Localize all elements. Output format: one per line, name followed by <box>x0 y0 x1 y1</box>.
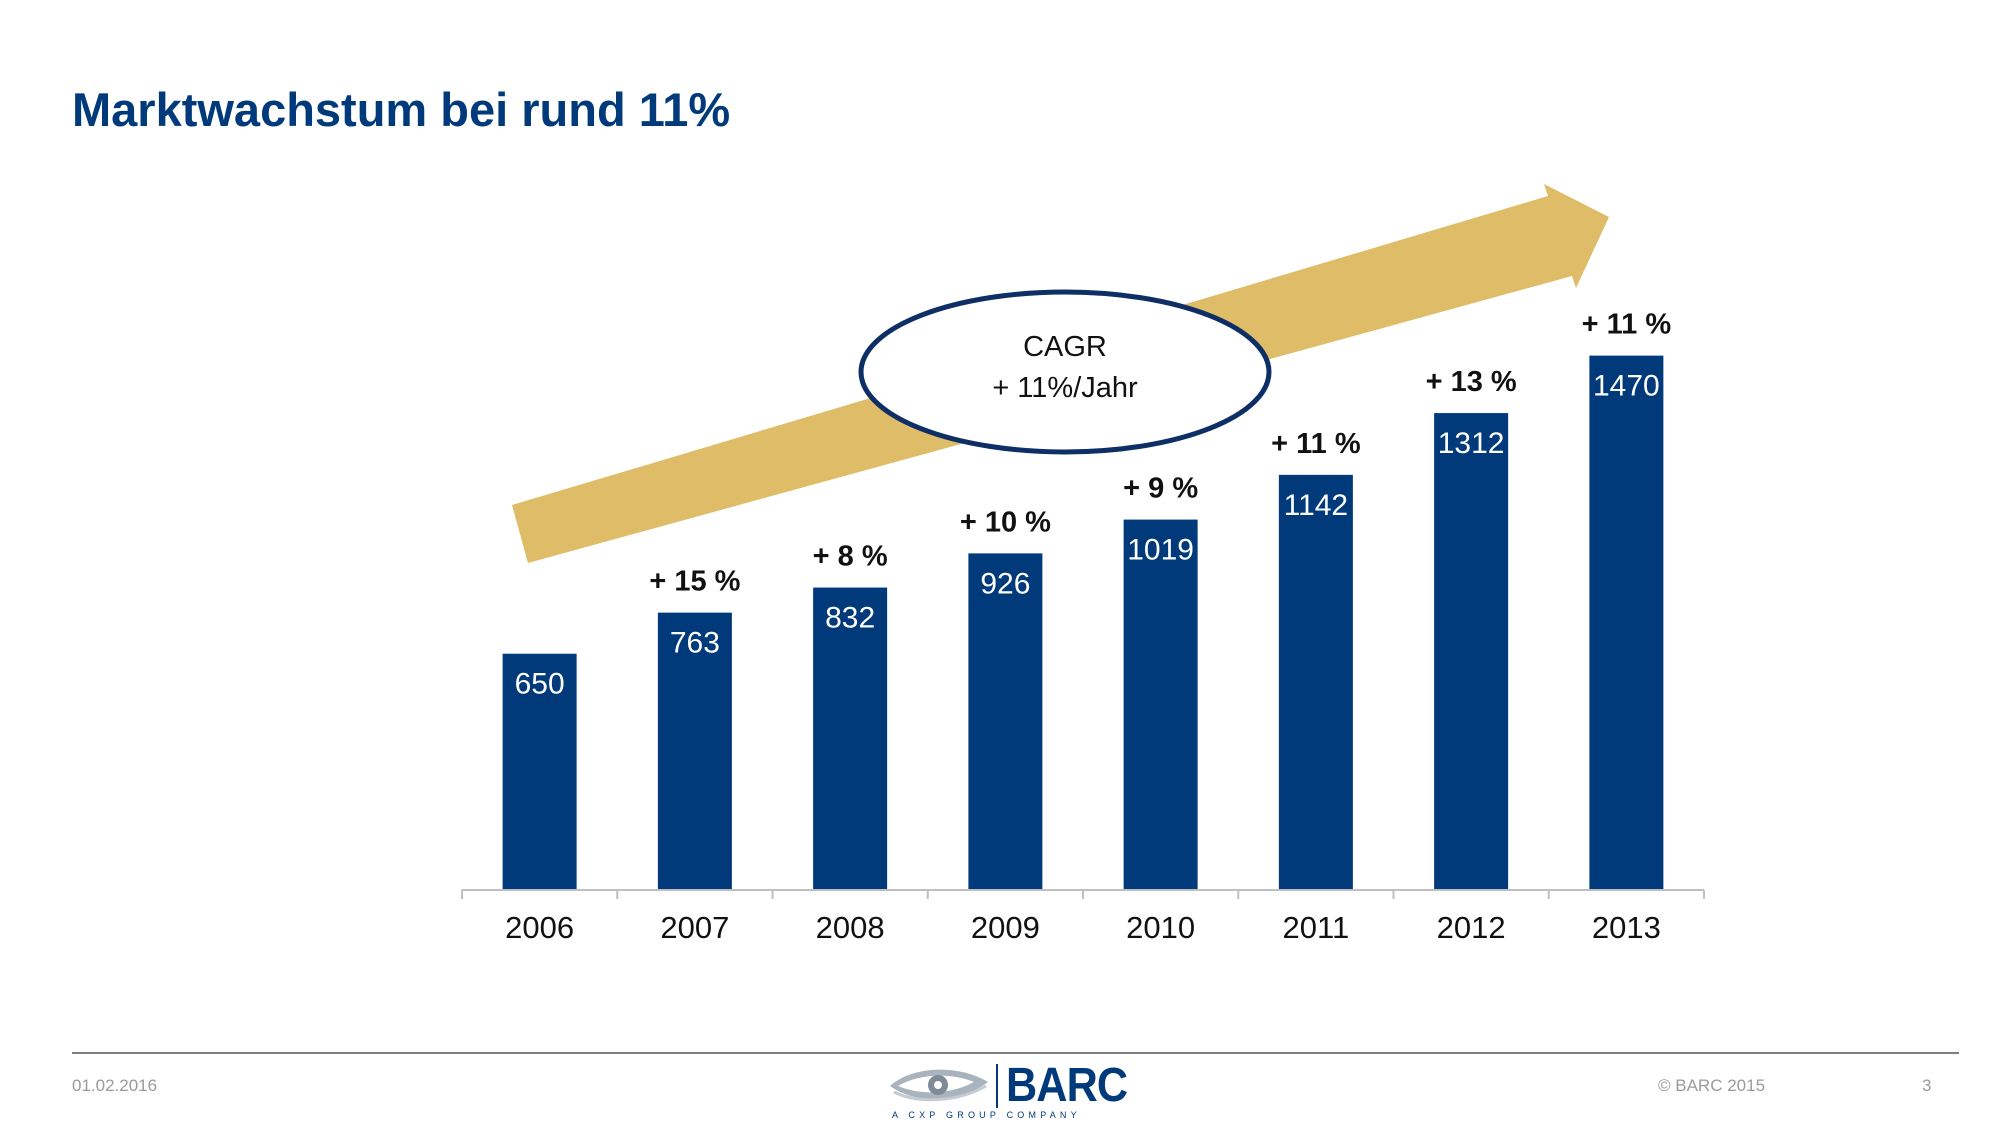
logo-tagline: A CXP GROUP COMPANY <box>892 1110 1081 1120</box>
footer-date: 01.02.2016 <box>72 1076 158 1095</box>
bar-2006 <box>502 653 577 890</box>
cagr-label: CAGR <box>1023 331 1107 363</box>
logo-wordmark: BARC <box>1006 1059 1128 1112</box>
value-label-2009: 926 <box>980 567 1030 600</box>
x-tick-label-2012: 2012 <box>1437 910 1506 945</box>
x-tick-label-2011: 2011 <box>1283 910 1350 945</box>
bar-2007 <box>657 612 732 890</box>
growth-label-2007: + 15 % <box>649 566 740 598</box>
bar-2013 <box>1589 355 1664 890</box>
x-tick-label-2008: 2008 <box>816 910 885 945</box>
growth-label-2011: + 11 % <box>1271 428 1361 460</box>
bar-2008 <box>813 587 888 890</box>
x-axis: 2006 2007 2008 2009 2010 2011 2012 2013 <box>461 889 1705 945</box>
bar-2012 <box>1434 413 1509 890</box>
value-label-2010: 1019 <box>1127 534 1194 567</box>
value-label-2007: 763 <box>670 627 720 660</box>
value-label-2011: 1142 <box>1284 489 1349 522</box>
growth-label-2013: + 11 % <box>1582 309 1672 341</box>
footer-copyright: © BARC 2015 <box>1658 1076 1766 1095</box>
logo-divider <box>996 1064 998 1108</box>
cagr-rate: + 11%/Jahr <box>992 372 1138 404</box>
bar-2010 <box>1123 519 1198 890</box>
barc-logo: BARC A CXP GROUP COMPANY <box>888 1058 1128 1124</box>
value-label-2008: 832 <box>825 602 875 635</box>
value-label-2006: 650 <box>515 668 565 701</box>
bars-group: 650 763 + 15 % 832 + 8 % 926 + 10 % 1019 + 9 % 11… <box>502 309 1672 890</box>
x-tick-label-2013: 2013 <box>1592 910 1661 945</box>
eye-icon <box>890 1069 988 1102</box>
footer-divider <box>72 1052 1959 1054</box>
x-tick-label-2006: 2006 <box>505 910 574 945</box>
slide-title: Marktwachstum bei rund 11% <box>72 83 731 136</box>
growth-label-2009: + 10 % <box>960 506 1051 538</box>
value-label-2012: 1312 <box>1438 427 1505 460</box>
bar-2009 <box>968 553 1043 890</box>
x-tick-label-2007: 2007 <box>660 910 729 945</box>
growth-label-2012: + 13 % <box>1426 366 1517 398</box>
value-label-2013: 1470 <box>1593 370 1660 403</box>
cagr-ellipse <box>858 289 1272 455</box>
page-number: 3 <box>1922 1076 1932 1095</box>
x-tick-label-2010: 2010 <box>1126 910 1195 945</box>
growth-label-2008: + 8 % <box>813 541 888 573</box>
x-tick-label-2009: 2009 <box>971 910 1040 945</box>
growth-label-2010: + 9 % <box>1123 473 1198 505</box>
bar-2011 <box>1278 474 1353 890</box>
